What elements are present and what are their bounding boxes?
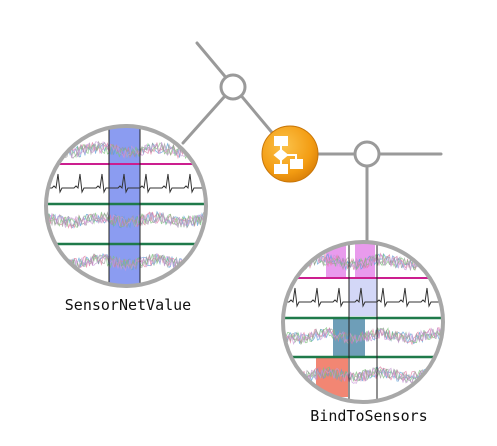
signal-trace — [283, 327, 443, 346]
signal-trace — [46, 140, 206, 159]
signal-trace — [46, 211, 206, 229]
label-bindtosensors: BindToSensors — [310, 407, 427, 425]
signal-trace — [283, 367, 443, 384]
signal-trace — [283, 365, 443, 385]
signal-trace — [283, 326, 443, 346]
junction-ring-right[interactable] — [353, 140, 381, 168]
signal-trace — [46, 141, 206, 159]
signal-trace — [283, 366, 443, 384]
node-bindtosensors[interactable] — [281, 240, 459, 404]
lavender-highlight — [349, 278, 377, 316]
flowchart-icon[interactable] — [261, 125, 319, 183]
label-sensornetvalue: SensorNetValue — [65, 296, 191, 314]
node-sensornetvalue[interactable] — [44, 124, 222, 288]
signal-trace — [46, 142, 206, 160]
signal-panel-right — [283, 242, 443, 402]
signal-trace — [46, 211, 206, 229]
signal-trace — [283, 326, 443, 345]
signal-panel-left — [46, 126, 206, 286]
junction-ring-top[interactable] — [219, 73, 247, 101]
